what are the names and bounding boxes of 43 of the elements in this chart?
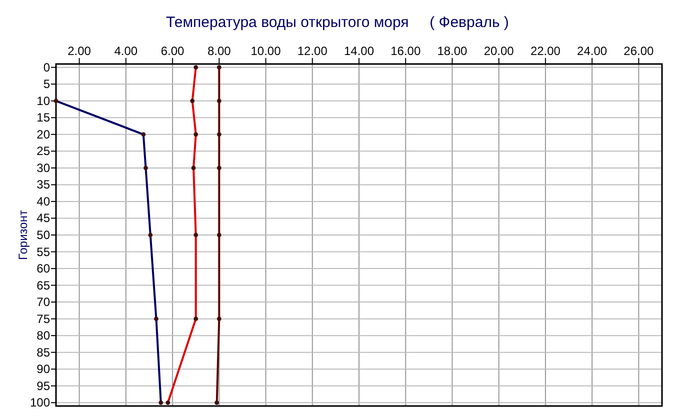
y-tick-label: 100 bbox=[30, 396, 50, 410]
point bbox=[216, 132, 222, 137]
point bbox=[216, 166, 222, 170]
y-tick-label: 25 bbox=[36, 144, 50, 158]
y-tick-label: 5 bbox=[43, 77, 50, 92]
x-tick-label: 6.00 bbox=[160, 44, 185, 58]
y-tick-label: 0 bbox=[43, 60, 50, 74]
y-tick-label: 55 bbox=[36, 244, 50, 259]
y-tick-label: 20 bbox=[36, 127, 50, 142]
y-tick-label: 70 bbox=[36, 295, 50, 310]
y-tick-label: 60 bbox=[36, 262, 50, 276]
x-tick-label: 16.00 bbox=[390, 44, 421, 58]
x-tick-label: 18.00 bbox=[437, 44, 468, 58]
x-tick-label: 26.00 bbox=[624, 44, 654, 58]
x-tick-label: 8.00 bbox=[207, 44, 232, 58]
x-tick-label: 10.00 bbox=[250, 44, 282, 58]
point bbox=[216, 232, 222, 238]
y-tick-label: 40 bbox=[36, 194, 50, 208]
y-tick-label: 50 bbox=[36, 228, 50, 242]
y-tick-label: 10 bbox=[36, 94, 50, 108]
y-tick-label: 45 bbox=[36, 211, 50, 226]
point bbox=[216, 316, 222, 322]
y-tick-label: 30 bbox=[36, 160, 50, 175]
x-tick-label: 4.00 bbox=[114, 44, 138, 58]
point bbox=[216, 65, 222, 70]
y-tick-label: 85 bbox=[36, 345, 50, 360]
y-tick-label: 80 bbox=[36, 328, 50, 343]
y-tick-label: 95 bbox=[36, 378, 50, 393]
y-axis-title: Горизонт bbox=[16, 210, 30, 260]
chart-title: Температура воды открытого моря ( Февраль ) bbox=[166, 14, 509, 31]
x-tick-label: 20.00 bbox=[484, 44, 514, 58]
x-tick-label: 12.00 bbox=[297, 44, 328, 58]
y-tick-label: 90 bbox=[36, 362, 50, 376]
x-tick-label: 22.00 bbox=[530, 44, 561, 58]
point bbox=[216, 98, 222, 104]
y-tick-label: 75 bbox=[36, 312, 50, 326]
y-tick-label: 35 bbox=[36, 178, 50, 192]
y-tick-label: 15 bbox=[36, 110, 50, 125]
x-tick-label: 14.00 bbox=[344, 44, 374, 58]
x-tick-label: 24.00 bbox=[577, 44, 608, 58]
y-tick-label: 65 bbox=[36, 278, 50, 292]
x-tick-label: 2.00 bbox=[68, 44, 92, 58]
point bbox=[214, 400, 220, 405]
